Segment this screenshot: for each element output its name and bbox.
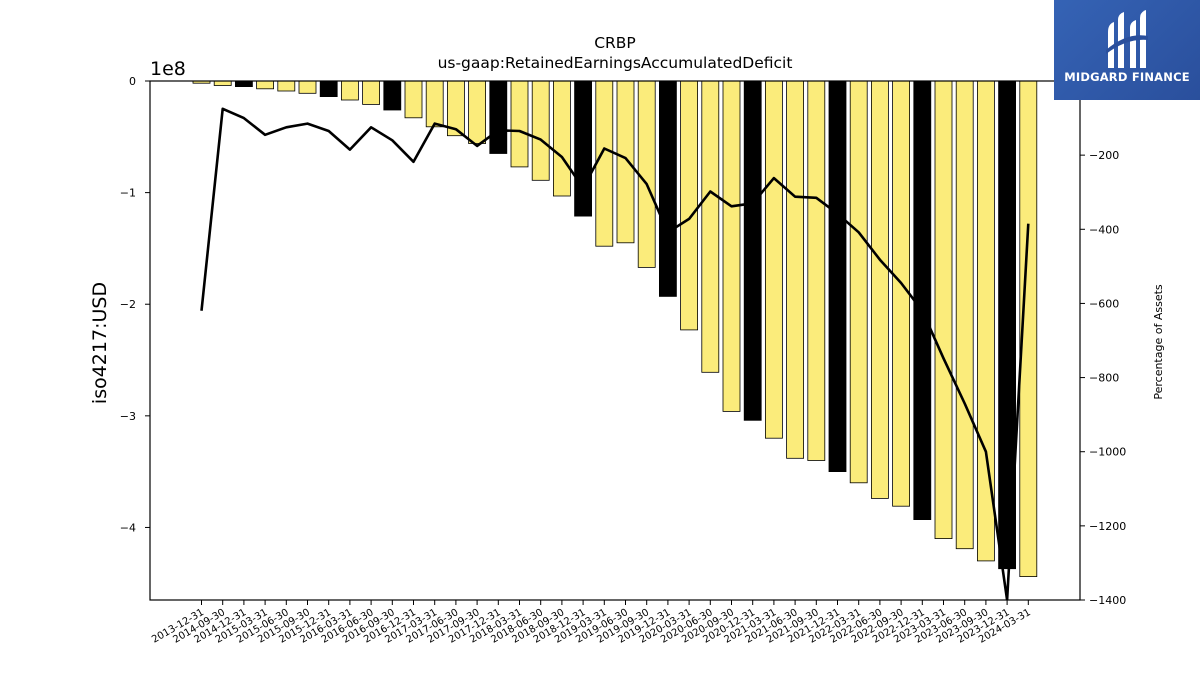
- y-tick-label: −4: [120, 521, 136, 534]
- bar: [955, 80, 974, 550]
- logo-mark-icon: [1106, 10, 1148, 68]
- y2-tick-label: −1200: [1089, 520, 1126, 533]
- brand-logo: MIDGARD FINANCE: [1054, 0, 1200, 100]
- bar: [659, 80, 677, 297]
- bar: [765, 80, 783, 439]
- y-axis-label: iso4217:USD: [89, 282, 111, 404]
- bar: [510, 80, 529, 168]
- series-line: [200, 107, 1030, 600]
- y2-tick-label: −600: [1089, 297, 1119, 310]
- bar: [849, 80, 868, 484]
- bar: [722, 80, 741, 412]
- bar: [362, 80, 381, 105]
- y2-tick-label: −800: [1089, 372, 1119, 385]
- bar: [913, 80, 932, 521]
- bar: [298, 80, 317, 94]
- bar: [701, 80, 720, 373]
- y-tick-label: −3: [120, 410, 136, 423]
- bar: [277, 80, 296, 92]
- bar: [489, 80, 508, 154]
- bar: [680, 80, 698, 331]
- bar: [234, 80, 253, 87]
- chart-subtitle: us-gaap:RetainedEarningsAccumulatedDefic…: [438, 54, 793, 72]
- bar: [404, 80, 423, 119]
- bar: [786, 80, 804, 459]
- bar: [553, 80, 571, 197]
- y-tick-label: −2: [120, 298, 136, 311]
- bar: [892, 80, 910, 507]
- bar: [934, 80, 953, 540]
- y-offset-label: 1e8: [150, 58, 186, 80]
- y2-tick-label: −1400: [1089, 594, 1126, 607]
- bar: [256, 80, 275, 90]
- bar: [743, 80, 762, 421]
- y2-axis-label: Percentage of Assets: [1152, 284, 1165, 400]
- bar: [637, 80, 656, 268]
- bar: [340, 80, 359, 101]
- bar: [807, 80, 826, 461]
- y2-tick-label: −1000: [1089, 446, 1126, 459]
- bar: [468, 80, 487, 144]
- bar: [383, 80, 402, 111]
- plot-frame: [149, 80, 1081, 601]
- logo-text: MIDGARD FINANCE: [1064, 70, 1190, 84]
- y-tick-label: 0: [129, 75, 136, 88]
- bar: [616, 80, 635, 244]
- bar: [319, 80, 338, 98]
- bar: [828, 80, 847, 473]
- y-tick-label: −1: [120, 187, 136, 200]
- y2-tick-label: −200: [1089, 149, 1119, 162]
- bar: [425, 80, 444, 128]
- chart-title: CRBP: [594, 34, 636, 52]
- bar: [531, 80, 550, 181]
- bar: [574, 80, 592, 217]
- y2-tick-label: −400: [1089, 223, 1119, 236]
- plot-area: 0 −1 −2 −3 −4 −200 −400 −600 −800 −1000 −1200 −1400…: [120, 75, 1126, 646]
- bar: [213, 80, 232, 86]
- bar: [871, 80, 889, 499]
- bar: [595, 80, 614, 247]
